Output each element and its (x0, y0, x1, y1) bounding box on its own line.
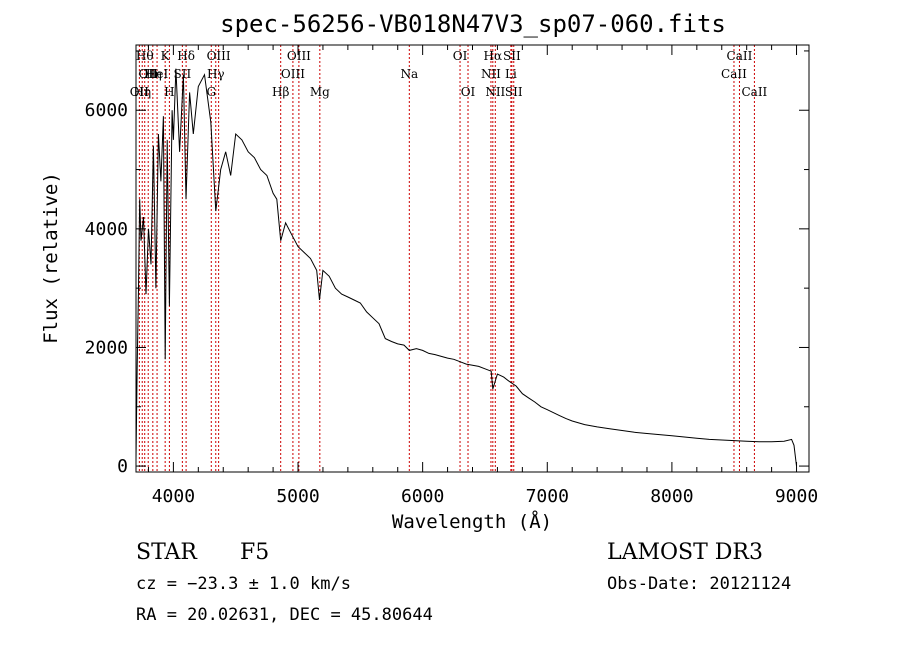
line-label-hβ: Hβ (272, 85, 289, 99)
survey-name: LAMOST DR3 (607, 540, 763, 565)
line-label-g: G (206, 85, 216, 99)
line-label-hα: Hα (484, 49, 503, 63)
line-label-hδ: Hδ (177, 49, 195, 63)
plot-frame (135, 44, 810, 473)
redshift-cz: cz = −23.3 ± 1.0 km/s (136, 574, 351, 594)
y-axis-ticks: 0 2000 4000 6000 (85, 50, 809, 477)
x-tick-label: 9000 (775, 486, 818, 507)
line-label-sii: SII (174, 67, 192, 81)
line-label-oi: OI (453, 49, 468, 63)
x-tick-label: 6000 (401, 486, 444, 507)
line-label-mg: Mg (310, 85, 330, 99)
object-subclass: F5 (240, 540, 269, 565)
line-label-caii: CaII (721, 67, 747, 81)
y-tick-label: 2000 (85, 337, 128, 358)
line-label-oiii: OIII (207, 49, 231, 63)
x-tick-label: 4000 (152, 486, 195, 507)
x-axis-ticks: 4000 5000 6000 7000 8000 9000 (147, 45, 818, 507)
line-label-h: H (164, 85, 174, 99)
line-label-oii: OII (130, 85, 150, 99)
x-axis-label: Wavelength (Å) (392, 510, 552, 533)
y-tick-label: 4000 (85, 219, 128, 240)
line-label-nii: NII (485, 85, 505, 99)
series-line-spectrum (135, 68, 797, 467)
object-class: STAR (136, 540, 198, 565)
line-label-hη: Hη (144, 67, 162, 81)
x-tick-label: 7000 (526, 486, 569, 507)
chart-title: spec-56256-VB018N47V3_sp07-060.fits (220, 10, 726, 38)
y-tick-label: 0 (117, 456, 128, 477)
line-label-nii: NII (481, 67, 501, 81)
line-label-oii: OII (139, 67, 159, 81)
line-label-oiii: OIII (287, 49, 311, 63)
line-label-oi: OI (461, 85, 476, 99)
line-label-hη: Hη (133, 85, 151, 99)
line-label-na: Na (400, 67, 418, 81)
observation-date: Obs-Date: 20121124 (607, 574, 791, 594)
line-label-caii: CaII (727, 49, 753, 63)
line-label-hγ: Hγ (207, 67, 225, 81)
y-axis-label: Flux (relative) (40, 172, 62, 344)
line-label-sii: SII (503, 49, 521, 63)
line-label-li: Li (505, 67, 517, 81)
coordinates: RA = 20.02631, DEC = 45.80644 (136, 605, 433, 625)
line-label-sii: SII (505, 85, 523, 99)
line-label-caii: CaII (741, 85, 767, 99)
x-tick-label: 5000 (276, 486, 319, 507)
line-label-k: K (161, 49, 171, 63)
line-label-oiii: OIII (281, 67, 305, 81)
y-tick-label: 6000 (85, 100, 128, 121)
line-label-hθ: Hθ (136, 49, 154, 63)
line-label-hei: HeI (146, 67, 169, 81)
spectrum-series (135, 68, 797, 467)
spectral-line-markers (138, 45, 755, 472)
spectral-line-labels: OIIHηHθOIIHηHeIKHSIIHδGHγOIIIHβOIIIOIIIM… (130, 49, 768, 99)
x-tick-label: 8000 (650, 486, 693, 507)
